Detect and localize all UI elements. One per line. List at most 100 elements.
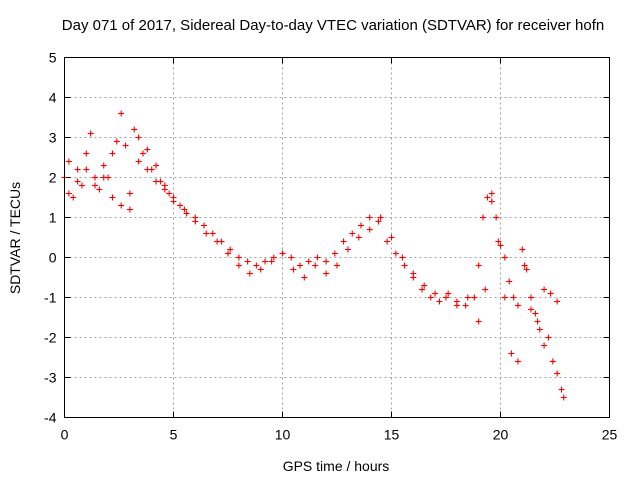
data-point [514, 302, 521, 309]
data-point [131, 126, 138, 133]
data-point [388, 234, 395, 241]
x-tick-label: 5 [170, 427, 178, 443]
data-point [549, 358, 556, 365]
data-point [475, 262, 482, 269]
data-point [558, 386, 565, 393]
data-point [74, 178, 81, 185]
data-point [323, 270, 330, 277]
y-tick-label: -4 [44, 410, 57, 426]
data-point [493, 214, 500, 221]
data-point [192, 218, 199, 225]
data-point [501, 294, 508, 301]
data-point [514, 358, 521, 365]
x-tick-label: 0 [61, 427, 69, 443]
data-point [519, 246, 526, 253]
data-point [377, 214, 384, 221]
data-points [61, 110, 567, 401]
data-point [290, 266, 297, 273]
data-point [510, 294, 517, 301]
data-point [497, 242, 504, 249]
data-point [534, 318, 541, 325]
data-point [471, 294, 478, 301]
data-point [113, 138, 120, 145]
data-point [83, 166, 90, 173]
data-point [181, 206, 188, 213]
data-point [410, 270, 417, 277]
data-point [366, 214, 373, 221]
y-axis-label: SDTVAR / TECUs [7, 182, 23, 294]
data-point [508, 350, 515, 357]
plot-frame [64, 57, 610, 418]
data-point [177, 202, 184, 209]
data-point [244, 258, 251, 265]
y-tick-label: 2 [49, 170, 57, 186]
data-point [279, 250, 286, 257]
data-point [201, 222, 208, 229]
data-point [495, 238, 502, 245]
data-point [521, 262, 528, 269]
data-point [545, 334, 552, 341]
data-point [170, 194, 177, 201]
data-point [135, 158, 142, 165]
data-point [92, 174, 99, 181]
x-tick-label: 25 [602, 427, 618, 443]
data-point [227, 246, 234, 253]
data-point [301, 274, 308, 281]
x-tick-label: 10 [275, 427, 291, 443]
data-point [399, 254, 406, 261]
data-point [357, 222, 364, 229]
data-point [288, 254, 295, 261]
data-point [246, 270, 253, 277]
data-point [126, 190, 133, 197]
data-point [314, 254, 321, 261]
data-point [270, 254, 277, 261]
data-point [560, 394, 567, 401]
data-point [235, 262, 242, 269]
data-point [344, 246, 351, 253]
data-point [554, 298, 561, 305]
data-point [183, 210, 190, 217]
data-point [427, 294, 434, 301]
data-point [340, 238, 347, 245]
data-point [419, 286, 426, 293]
data-point [100, 162, 107, 169]
gridlines [64, 57, 610, 418]
data-point [253, 262, 260, 269]
y-tick-label: 1 [49, 210, 57, 226]
data-point [144, 166, 151, 173]
data-point [501, 254, 508, 261]
data-point [554, 370, 561, 377]
data-point [392, 250, 399, 257]
data-point [214, 238, 221, 245]
x-axis-label: GPS time / hours [283, 458, 390, 474]
data-point [401, 262, 408, 269]
data-point [78, 182, 85, 189]
y-tick-label: 3 [49, 130, 57, 146]
x-axis-ticks: 0 5 10 15 20 25 [61, 57, 618, 443]
y-tick-label: 4 [49, 90, 57, 106]
data-point [506, 278, 513, 285]
data-point [118, 202, 125, 209]
x-tick-label: 15 [384, 427, 400, 443]
data-point [65, 158, 72, 165]
data-point [100, 174, 107, 181]
data-point [384, 238, 391, 245]
data-point [70, 194, 77, 201]
y-axis-ticks: -4 -3 -2 -1 0 1 2 3 4 5 [44, 50, 610, 426]
chart-title: Day 071 of 2017, Sidereal Day-to-day VTE… [62, 17, 604, 34]
data-point [536, 326, 543, 333]
data-point [331, 250, 338, 257]
data-point [312, 262, 319, 269]
data-point [118, 110, 125, 117]
data-point [161, 186, 168, 193]
y-tick-label: -1 [44, 290, 57, 306]
data-point [541, 286, 548, 293]
data-point [296, 262, 303, 269]
y-tick-label: 0 [49, 250, 57, 266]
data-point [532, 310, 539, 317]
data-point [122, 142, 129, 149]
data-point [153, 178, 160, 185]
data-point [436, 298, 443, 305]
data-point [484, 194, 491, 201]
